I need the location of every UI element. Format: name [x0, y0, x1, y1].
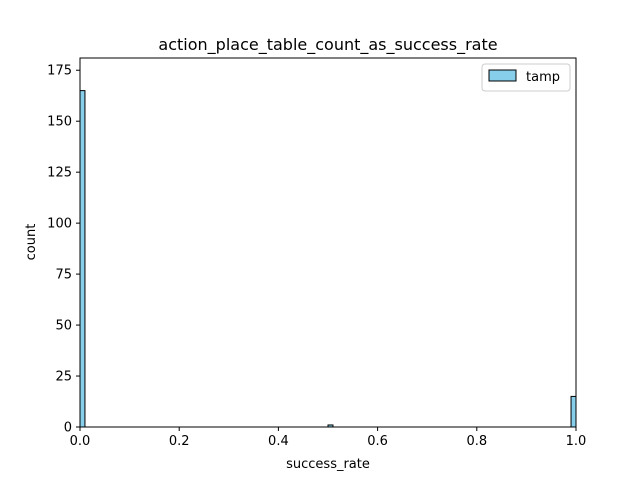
x-tick-label: 0.4	[268, 434, 289, 449]
legend-swatch-tamp	[488, 69, 517, 82]
histogram-bar	[79, 90, 86, 428]
y-tick-label: 100	[47, 217, 72, 232]
x-tick-label: 0.6	[367, 434, 388, 449]
x-tick-label: 0.8	[466, 434, 487, 449]
legend: tamp	[481, 63, 571, 92]
y-tick-label: 75	[55, 268, 72, 283]
y-tick-label: 0	[64, 421, 72, 436]
y-tick-label: 150	[47, 115, 72, 130]
x-axis-label: success_rate	[286, 457, 370, 472]
histogram-bar	[570, 395, 577, 428]
x-tick-label: 0.2	[169, 434, 190, 449]
y-axis-ticks: 0 25 50 75 100 125 150 175	[47, 64, 80, 436]
y-tick-label: 25	[55, 370, 72, 385]
y-tick-label: 50	[55, 319, 72, 334]
legend-label-tamp: tamp	[526, 70, 560, 85]
plot-area	[80, 58, 576, 427]
y-tick-label: 175	[47, 64, 72, 79]
plot-frame	[79, 57, 577, 428]
x-axis-ticks: 0.0 0.2 0.4 0.6 0.8 1.0	[70, 427, 587, 449]
x-tick-label: 0.0	[70, 434, 91, 449]
y-tick-label: 125	[47, 166, 72, 181]
chart-title: action_place_table_count_as_success_rate	[158, 35, 497, 55]
x-tick-label: 1.0	[566, 434, 587, 449]
y-axis-label: count	[24, 224, 39, 261]
